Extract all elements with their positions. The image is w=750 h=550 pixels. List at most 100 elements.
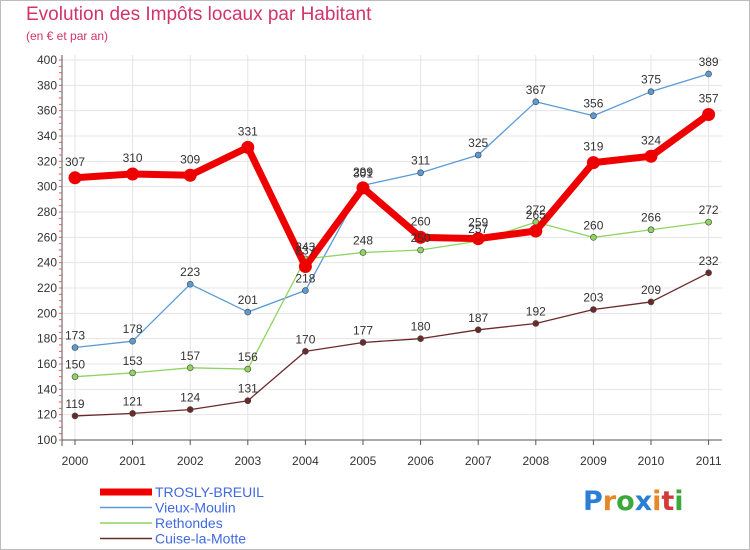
y-tick-label: 340 <box>37 129 57 143</box>
data-label-cuise-la-motte: 131 <box>238 382 258 396</box>
y-tick-label: 200 <box>37 306 57 320</box>
data-label-trosly-breuil: 357 <box>699 91 719 105</box>
data-label-vieux-moulin: 178 <box>123 322 143 336</box>
data-label-rethondes: 266 <box>641 211 661 225</box>
y-tick-label: 360 <box>37 104 57 118</box>
x-tick-label: 2005 <box>350 454 377 468</box>
x-tick-label: 2009 <box>580 454 607 468</box>
logo-letter: o <box>616 486 635 517</box>
x-tick-label: 2001 <box>119 454 146 468</box>
data-point-trosly-breuil <box>414 230 428 244</box>
y-tick-label: 260 <box>37 230 57 244</box>
data-point-cuise-la-motte <box>359 339 367 346</box>
y-tick-label: 220 <box>37 281 57 295</box>
data-point-vieux-moulin <box>417 169 424 177</box>
x-tick-label: 2000 <box>62 454 89 468</box>
data-label-vieux-moulin: 356 <box>583 97 603 111</box>
data-point-trosly-breuil <box>126 167 140 181</box>
data-label-cuise-la-motte: 209 <box>641 283 661 297</box>
x-tick-label: 2010 <box>638 454 665 468</box>
data-label-rethondes: 260 <box>583 218 603 232</box>
data-point-trosly-breuil <box>644 149 658 163</box>
data-point-rethondes <box>129 369 136 377</box>
y-tick-label: 240 <box>37 256 57 270</box>
data-point-rethondes <box>186 364 194 372</box>
x-tick-label: 2004 <box>292 454 319 468</box>
data-label-cuise-la-motte: 119 <box>65 397 84 411</box>
logo-letter: i <box>652 486 662 517</box>
data-label-rethondes: 243 <box>295 240 315 254</box>
y-tick-label: 160 <box>37 357 57 371</box>
data-label-trosly-breuil: 237 <box>295 243 315 257</box>
series-line-vieux-moulin <box>74 73 710 349</box>
series-line-cuise-la-motte <box>74 272 710 417</box>
data-point-vieux-moulin <box>244 308 252 316</box>
data-label-cuise-la-motte: 180 <box>411 320 431 334</box>
x-tick-label: 2008 <box>522 454 549 468</box>
logo-letter: P <box>583 486 603 517</box>
data-label-vieux-moulin: 201 <box>238 293 258 307</box>
series-line-rethondes <box>74 221 710 378</box>
logo-letter: x <box>634 486 653 517</box>
data-label-rethondes: 272 <box>699 203 719 217</box>
data-point-cuise-la-motte <box>474 326 482 334</box>
x-tick-label: 2007 <box>465 454 492 468</box>
data-label-vieux-moulin: 301 <box>353 166 373 180</box>
data-label-trosly-breuil: 265 <box>526 208 546 222</box>
data-label-rethondes: 150 <box>65 358 85 372</box>
data-point-vieux-moulin <box>302 287 309 294</box>
chart-title: Evolution des Impôts locaux par Habitant <box>26 4 372 25</box>
data-label-cuise-la-motte: 124 <box>180 391 200 405</box>
data-point-trosly-breuil <box>356 181 370 195</box>
data-label-rethondes: 156 <box>238 350 258 364</box>
data-point-cuise-la-motte <box>647 298 655 306</box>
data-point-vieux-moulin <box>474 151 482 159</box>
data-label-trosly-breuil: 307 <box>65 155 85 169</box>
x-tick-label: 2003 <box>234 454 261 468</box>
logo-letter: i <box>674 486 684 517</box>
series-line-trosly-breuil <box>71 110 713 270</box>
data-label-trosly-breuil: 260 <box>411 214 431 228</box>
data-point-cuise-la-motte <box>302 348 309 355</box>
y-tick-label: 300 <box>37 180 57 194</box>
data-label-cuise-la-motte: 187 <box>468 311 488 325</box>
data-label-vieux-moulin: 223 <box>180 265 200 279</box>
data-label-cuise-la-motte: 203 <box>583 291 603 305</box>
data-point-trosly-breuil <box>241 140 255 154</box>
data-point-vieux-moulin <box>590 112 597 120</box>
y-tick-label: 380 <box>37 78 57 92</box>
legend-label-vieux-moulin: Vieux-Moulin <box>155 500 236 516</box>
data-point-rethondes <box>647 226 655 234</box>
y-tick-label: 400 <box>37 53 57 67</box>
y-tick-label: 140 <box>37 382 57 396</box>
legend-label-rethondes: Rethondes <box>155 515 223 531</box>
data-point-rethondes <box>359 249 367 256</box>
data-label-vieux-moulin: 325 <box>468 136 488 150</box>
data-point-cuise-la-motte <box>590 306 597 313</box>
y-tick-label: 320 <box>37 154 57 168</box>
legend-label-cuise-la-motte: Cuise-la-Motte <box>155 531 246 547</box>
y-tick-label: 120 <box>37 408 57 422</box>
x-tick-label: 2002 <box>177 454 204 468</box>
data-label-trosly-breuil: 299 <box>353 165 373 179</box>
x-tick-label: 2011 <box>696 454 722 468</box>
data-label-trosly-breuil: 310 <box>123 151 143 165</box>
logo-letter: r <box>602 486 617 517</box>
data-point-vieux-moulin <box>186 280 194 288</box>
data-point-trosly-breuil <box>702 107 716 121</box>
y-tick-label: 100 <box>37 433 57 447</box>
data-point-cuise-la-motte <box>186 406 194 413</box>
data-point-cuise-la-motte <box>71 412 79 420</box>
data-label-trosly-breuil: 324 <box>641 133 661 147</box>
data-point-vieux-moulin <box>647 88 655 95</box>
data-label-rethondes: 153 <box>123 354 143 368</box>
data-point-trosly-breuil <box>183 168 197 182</box>
logo-letter: t <box>661 486 675 517</box>
data-label-rethondes: 257 <box>468 222 488 236</box>
plot-area <box>62 55 722 440</box>
data-point-rethondes <box>417 246 424 254</box>
data-point-cuise-la-motte <box>705 269 712 277</box>
data-label-trosly-breuil: 319 <box>583 140 603 154</box>
data-label-cuise-la-motte: 177 <box>353 323 373 337</box>
